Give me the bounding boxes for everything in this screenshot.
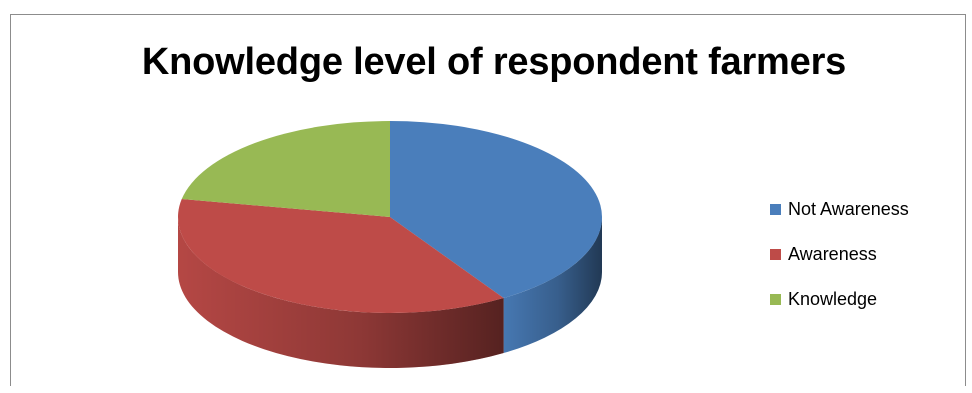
- pie-side-shade-awareness: [178, 217, 504, 368]
- legend-label-awareness: Awareness: [788, 243, 877, 264]
- pie-slice-awareness: [177, 199, 504, 313]
- pie-slice-knowledge: [181, 121, 390, 217]
- legend-item-awareness: Awareness: [770, 243, 909, 265]
- legend-label-knowledge: Knowledge: [788, 288, 878, 309]
- legend: Not Awareness Awareness Knowledge: [770, 198, 909, 333]
- legend-swatch-not-awareness: [770, 203, 781, 215]
- pie-sides: [178, 217, 602, 368]
- pie-tops: [177, 121, 602, 313]
- chart-frame: [10, 14, 966, 386]
- chart-title: Knowledge level of respondent farmers: [141, 41, 847, 83]
- pie-side-shade-not-awareness: [503, 217, 602, 354]
- legend-item-not-awareness: Not Awareness: [770, 198, 909, 220]
- legend-swatch-knowledge: [770, 293, 781, 305]
- legend-swatch-awareness: [770, 248, 781, 260]
- legend-label-not-awareness: Not Awareness: [788, 198, 909, 219]
- pie-slice-not-awareness: [390, 121, 602, 299]
- legend-item-knowledge: Knowledge: [770, 288, 909, 310]
